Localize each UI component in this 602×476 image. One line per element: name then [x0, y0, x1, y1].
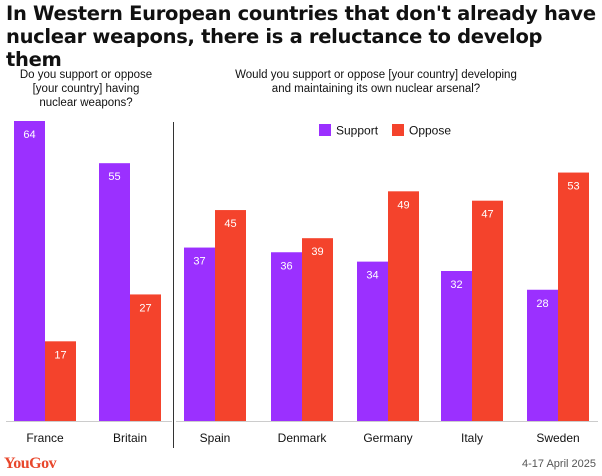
category-label-italy: Italy	[461, 431, 483, 445]
data-label-support-denmark: 36	[280, 260, 292, 272]
bar-oppose-britain	[130, 294, 161, 421]
category-label-sweden: Sweden	[536, 431, 579, 445]
bar-support-spain	[184, 247, 215, 421]
bar-support-france	[14, 121, 45, 421]
category-label-spain: Spain	[200, 431, 231, 445]
data-label-support-britain: 55	[108, 171, 120, 183]
left-panel-subtitle: Do you support or oppose [your country] …	[19, 69, 153, 109]
legend-swatch-support	[319, 124, 331, 136]
bar-oppose-sweden	[558, 172, 589, 421]
category-label-britain: Britain	[113, 431, 147, 445]
bar-oppose-spain	[215, 210, 246, 421]
data-label-support-italy: 32	[450, 279, 462, 291]
data-label-oppose-britain: 27	[139, 302, 151, 314]
bar-support-britain	[99, 163, 130, 421]
right-panel-subtitle: Would you support or oppose [your countr…	[235, 69, 517, 95]
bar-oppose-germany	[388, 191, 419, 421]
legend-label-oppose: Oppose	[409, 124, 451, 138]
bar-support-italy	[441, 271, 472, 421]
bar-oppose-denmark	[302, 238, 333, 421]
legend-swatch-oppose	[392, 124, 404, 136]
bar-support-denmark	[271, 252, 302, 421]
chart-title: In Western European countries that don't…	[6, 2, 596, 71]
data-label-support-sweden: 28	[536, 298, 548, 310]
fieldwork-date: 4-17 April 2025	[522, 458, 596, 470]
data-label-oppose-denmark: 39	[311, 246, 323, 258]
category-label-france: France	[26, 431, 64, 445]
data-label-oppose-germany: 49	[397, 199, 409, 211]
category-label-germany: Germany	[363, 431, 412, 445]
data-label-support-germany: 34	[366, 270, 378, 282]
bar-support-sweden	[527, 289, 558, 421]
bar-oppose-france	[45, 341, 76, 421]
data-label-support-france: 64	[23, 129, 35, 141]
data-label-oppose-italy: 47	[481, 209, 493, 221]
legend-label-support: Support	[336, 124, 379, 138]
bar-oppose-italy	[472, 200, 503, 421]
bar-support-germany	[357, 261, 388, 421]
data-label-oppose-france: 17	[54, 349, 66, 361]
data-label-oppose-sweden: 53	[567, 181, 579, 193]
data-label-oppose-spain: 45	[224, 218, 236, 230]
category-label-denmark: Denmark	[278, 431, 328, 445]
data-label-support-spain: 37	[193, 256, 205, 268]
yougov-logo: YouGov	[4, 455, 57, 472]
